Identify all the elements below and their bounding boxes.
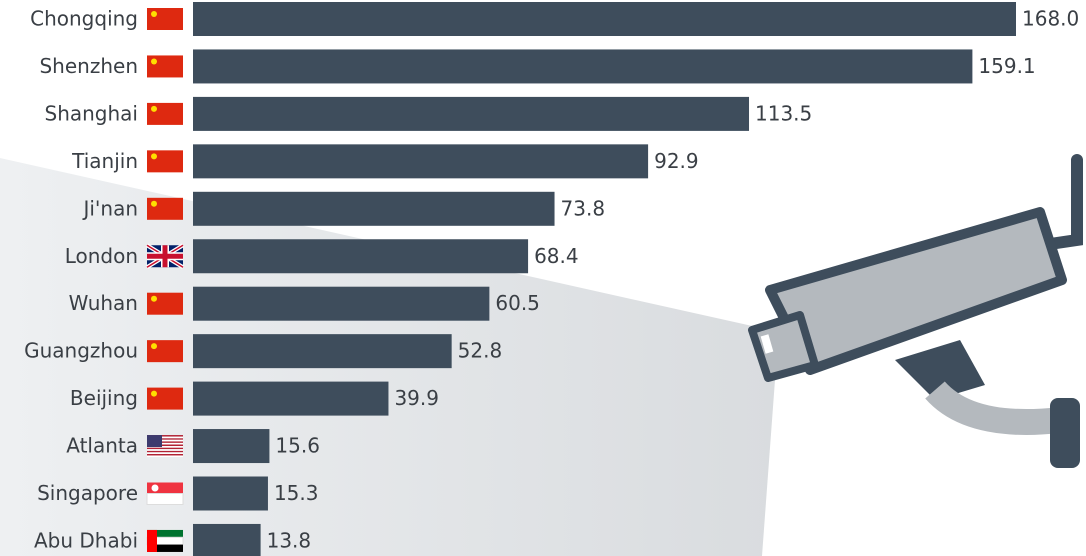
value-label: 159.1 <box>978 54 1035 78</box>
flag-part <box>147 453 183 456</box>
value-label: 15.3 <box>274 481 319 505</box>
category-label: Ji'nan <box>81 196 138 220</box>
flag-icon <box>147 55 183 78</box>
flag-part <box>147 197 183 220</box>
flag-icon <box>147 102 183 125</box>
flag-part <box>147 292 183 315</box>
bar <box>193 239 529 274</box>
category-label: Tianjin <box>71 149 138 173</box>
flag-icon <box>147 197 183 220</box>
bar <box>193 286 490 321</box>
value-label: 39.9 <box>394 386 439 410</box>
flag-icon <box>146 482 184 505</box>
flag-part <box>147 444 183 447</box>
flag-part <box>147 55 183 78</box>
flag-icon <box>147 150 183 173</box>
flag-icon <box>147 292 183 315</box>
category-label: Guangzhou <box>24 339 138 363</box>
flag-part <box>147 449 183 451</box>
value-label: 15.6 <box>275 434 320 458</box>
bar <box>193 96 750 131</box>
flag-part <box>147 387 183 410</box>
flag-part <box>151 153 157 160</box>
flag-part <box>147 436 183 439</box>
bar <box>193 144 649 179</box>
flag-part <box>147 482 183 494</box>
flag-part <box>147 442 183 445</box>
flag-part <box>147 253 183 259</box>
flag-part <box>147 150 183 173</box>
category-label: Singapore <box>37 481 138 505</box>
category-label: London <box>65 244 138 268</box>
value-label: 60.5 <box>495 291 540 315</box>
value-label: 52.8 <box>458 339 503 363</box>
flag-part <box>147 455 183 458</box>
flag-part <box>147 439 183 442</box>
flag-part <box>147 544 183 552</box>
flag-part <box>147 435 162 448</box>
value-label: 73.8 <box>561 196 606 220</box>
flag-part <box>151 11 157 17</box>
bar <box>193 334 452 369</box>
flag-part <box>147 435 183 437</box>
category-label: Chongqing <box>30 7 138 31</box>
bar <box>193 2 1016 36</box>
category-label: Shenzhen <box>39 54 138 78</box>
category-label: Beijing <box>70 386 138 410</box>
flag-part <box>147 446 183 448</box>
value-label: 92.9 <box>654 149 699 173</box>
flag-part <box>146 493 184 505</box>
category-label: Atlanta <box>66 434 138 458</box>
flag-part <box>151 484 159 492</box>
bar <box>193 476 268 511</box>
category-label: Shanghai <box>45 101 139 125</box>
flag-part <box>147 452 183 454</box>
flag-part <box>147 450 183 453</box>
flag-part <box>151 295 157 302</box>
flag-part <box>147 441 183 443</box>
camera-illustration <box>748 154 1083 468</box>
flag-icon <box>146 529 184 552</box>
category-label: Abu Dhabi <box>34 528 138 552</box>
flag-part <box>147 8 183 30</box>
flag-icon <box>147 340 183 363</box>
category-label: Wuhan <box>69 291 138 315</box>
bar <box>193 429 270 464</box>
bar <box>193 381 389 416</box>
flag-icon <box>147 8 183 30</box>
flag-part <box>151 343 157 350</box>
flag-part <box>147 102 183 125</box>
flag-icon <box>147 435 183 458</box>
value-label: 68.4 <box>534 244 579 268</box>
flag-icon <box>145 243 185 269</box>
flag-part <box>151 58 157 65</box>
flag-part <box>147 340 183 363</box>
flag-part <box>147 529 157 552</box>
flag-part <box>151 105 157 112</box>
flag-icon <box>147 387 183 410</box>
value-label: 168.0 <box>1022 7 1079 31</box>
flag-part <box>147 447 183 450</box>
value-label: 113.5 <box>755 101 812 125</box>
flag-part <box>151 390 157 397</box>
bar <box>193 191 555 226</box>
bar <box>193 523 261 556</box>
flag-part <box>147 529 183 538</box>
bar <box>193 49 973 84</box>
flag-part <box>151 200 157 207</box>
value-label: 13.8 <box>267 528 312 552</box>
flag-part <box>147 438 183 440</box>
